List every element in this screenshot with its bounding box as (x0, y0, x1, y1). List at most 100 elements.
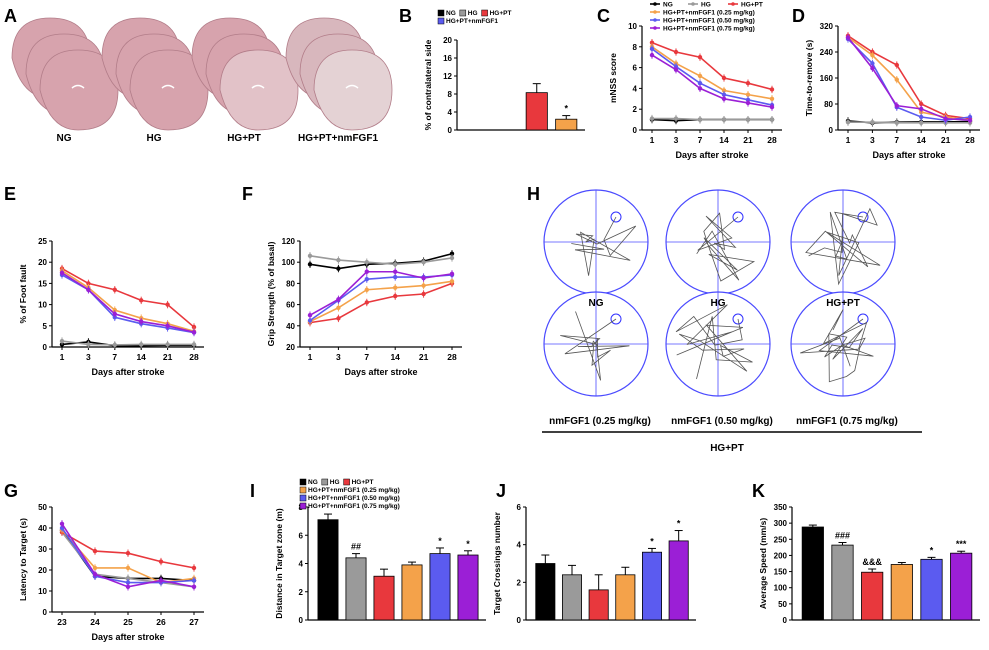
y-tick-label: 6 (633, 64, 638, 73)
data-point (721, 117, 727, 122)
y-tick-label: 4 (517, 541, 522, 550)
significance-mark: &&& (862, 557, 882, 567)
y-tick-label: 250 (774, 535, 788, 544)
significance-mark: *** (956, 539, 967, 549)
y-tick-label: 5 (43, 322, 48, 331)
legend-swatch (481, 9, 488, 17)
data-point (449, 251, 455, 256)
x-tick-label: 28 (965, 135, 975, 145)
data-point (769, 104, 775, 110)
x-tick-label: 21 (941, 135, 951, 145)
data-point (673, 116, 679, 121)
data-point (449, 271, 455, 277)
y-tick-label: 40 (286, 322, 295, 331)
x-tick-label: 7 (364, 352, 369, 362)
panel-a-label: HG (147, 133, 162, 144)
data-point (845, 35, 851, 40)
data-point (919, 101, 924, 107)
data-point (307, 253, 313, 259)
data-point (191, 584, 197, 589)
data-point (697, 86, 703, 91)
y-tick-label: 20 (38, 258, 47, 267)
bar (317, 519, 339, 621)
data-point (59, 270, 65, 275)
legend-marker (691, 2, 695, 6)
legend-label: HG+PT+nmFGF1 (0.50 mg/kg) (308, 495, 400, 502)
data-point (721, 96, 727, 102)
x-tick-label: 21 (743, 135, 753, 145)
x-tick-label: 3 (336, 352, 341, 362)
x-tick-label: 1 (846, 135, 851, 145)
data-point (393, 269, 398, 274)
target-platform (610, 313, 622, 325)
panel-h-label: HG (711, 298, 726, 309)
y-tick-label: 160 (820, 74, 834, 83)
data-point (697, 73, 703, 79)
series-line-1 (652, 117, 772, 121)
y-tick-label: 240 (820, 48, 834, 57)
panel-h-label: NG (589, 298, 604, 309)
series-line-0 (61, 341, 194, 347)
y-tick-label: 20 (286, 343, 295, 352)
x-tick-label: 3 (870, 135, 875, 145)
ventricle (251, 84, 265, 89)
legend-marker (653, 26, 657, 30)
data-point (870, 120, 875, 125)
y-axis-label: Distance in Target zone (m) (274, 508, 284, 619)
panel-h-dose-label: nmFGF1 (0.75 mg/kg) (796, 416, 898, 427)
data-point (745, 100, 751, 106)
significance-mark: * (438, 536, 442, 546)
y-axis-label: Average Speed (mm/s) (758, 518, 768, 609)
bar (588, 589, 609, 621)
x-tick-label: 21 (419, 352, 429, 362)
panel-h-group-label: HG+PT (710, 443, 744, 454)
data-point (59, 338, 65, 344)
x-tick-label: 24 (90, 617, 100, 627)
y-tick-label: 8 (448, 90, 453, 99)
data-point (86, 281, 91, 286)
bar (562, 574, 583, 621)
y-axis-label: Latency to Target (s) (18, 518, 28, 601)
data-point (393, 274, 398, 280)
y-tick-label: 0 (299, 616, 304, 625)
data-point (919, 106, 924, 112)
data-point (125, 576, 131, 581)
legend-label: HG+PT+nmFGF1 (0.50 mg/kg) (663, 18, 755, 25)
series-line-2 (61, 267, 195, 328)
panel-a-label: HG+PT (227, 133, 261, 144)
data-point (139, 342, 144, 347)
data-point (307, 262, 313, 267)
y-tick-label: 80 (824, 100, 833, 109)
data-point (721, 88, 727, 93)
bar (535, 563, 556, 621)
x-tick-label: 14 (916, 135, 926, 145)
y-tick-label: 150 (774, 568, 788, 577)
chart-k: 0 50 100 150 200 250 300 350 Average Speed (mm/s… (758, 503, 980, 625)
y-axis-label: Time-to-remove (s) (804, 40, 814, 117)
panel-letter-b: B (399, 6, 412, 26)
data-point (112, 287, 118, 292)
y-tick-label: 300 (774, 519, 788, 528)
y-tick-label: 0 (448, 126, 453, 135)
chart-j: 0 2 4 6 Target Crossings number * * (492, 503, 696, 625)
data-point (92, 548, 98, 554)
panel-letter-a: A (4, 6, 17, 26)
data-point (364, 260, 369, 265)
legend-marker (731, 2, 735, 6)
data-point (421, 283, 426, 288)
ventricle (71, 84, 85, 89)
data-point (59, 521, 65, 526)
bar (345, 557, 367, 621)
data-point (421, 260, 426, 265)
panel-h-swim-paths (543, 189, 896, 397)
x-tick-label: 26 (156, 617, 166, 627)
target-platform (857, 211, 869, 223)
data-point (307, 313, 313, 318)
panel-a-tissue-sections (11, 17, 393, 131)
data-point (769, 96, 775, 102)
significance-mark: * (650, 536, 654, 546)
panel-letter-j: J (496, 481, 506, 501)
data-point (894, 77, 899, 82)
panel-letter-f: F (242, 184, 253, 204)
